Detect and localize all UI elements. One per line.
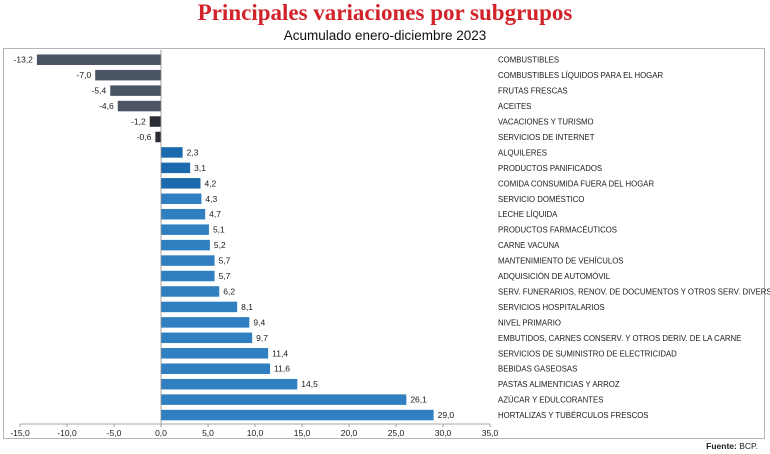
category-label: AZÚCAR Y EDULCORANTES [498,396,603,405]
bar [161,378,298,390]
category-label: MANTENIMIENTO DE VEHÍCULOS [498,257,624,266]
bar [161,348,269,359]
chart-subtitle: Acumulado enero-diciembre 2023 [283,28,487,43]
category-label: COMIDA CONSUMIDA FUERA DEL HOGAR [498,179,654,188]
data-label: 3,1 [194,163,206,173]
bar [161,255,215,266]
source-label: Fuente: [706,441,737,451]
category-label: ADQUISICIÓN DE AUTOMÓVIL [498,272,611,281]
category-label: SERVICIOS DE SUMINISTRO DE ELECTRICIDAD [498,349,677,358]
x-tick-label: 25,0 [388,428,405,438]
data-label: 26,1 [410,395,427,405]
data-label: 4,3 [205,194,217,204]
category-label: COMBUSTIBLES LÍQUIDOS PARA EL HOGAR [498,71,663,80]
category-label: SERV. FUNERARIOS, RENOV. DE DOCUMENTOS Y… [498,287,770,296]
bar [161,332,253,344]
bar [161,208,206,220]
bar [161,286,220,297]
data-label: -7,0 [77,70,92,80]
bar [149,116,161,127]
category-label: ACEITES [498,102,531,111]
bar [161,178,201,189]
chart-title: Principales variaciones por subgrupos [197,0,573,25]
category-label: FRUTAS FRESCAS [498,87,568,96]
category-label: VACACIONES Y TURISMO [498,118,594,127]
category-label: HORTALIZAS Y TUBÉRCULOS FRESCOS [498,411,649,420]
chart-frame [3,48,765,439]
x-tick-label: 5,0 [202,428,214,438]
data-label: 4,2 [204,178,216,188]
data-label: 6,2 [223,286,235,296]
data-label: 11,4 [272,348,288,358]
category-label: PRODUCTOS FARMACÉUTICOS [498,226,617,235]
x-tick-label: -15,0 [10,428,30,438]
data-label: 5,7 [219,271,231,281]
bar [161,270,215,282]
x-tick-label: -10,0 [57,428,77,438]
data-label: -1,2 [131,117,146,127]
bar [117,100,161,112]
data-label: 5,2 [214,240,226,250]
category-label: SERVICIO DOMÉSTICO [498,195,585,204]
bar [36,54,161,65]
bar [95,69,161,81]
category-label: NIVEL PRIMARIO [498,318,561,327]
bar [161,162,191,174]
category-label: CARNE VACUNA [498,241,560,250]
bar [161,193,202,205]
data-label: 29,0 [438,410,455,420]
source-value: BCP. [739,441,758,451]
data-label: 11,6 [274,364,290,374]
category-label: ALQUILERES [498,148,547,157]
bar [161,363,271,374]
data-label: -0,6 [137,132,152,142]
bar [155,131,161,143]
x-tick-label: 30,0 [435,428,452,438]
category-label: SERVICIOS DE INTERNET [498,133,595,142]
data-label: 5,1 [213,225,225,235]
category-label: LECHE LÍQUIDA [498,210,558,219]
bar [161,301,238,313]
x-tick-label: 0,0 [155,428,167,438]
data-label: -13,2 [14,55,34,65]
category-label: BEBIDAS GASEOSAS [498,365,577,374]
x-tick-label: 10,0 [247,428,264,438]
data-label: 9,7 [256,333,268,343]
category-label: EMBUTIDOS, CARNES CONSERV. Y OTROS DERIV… [498,334,741,343]
x-tick-label: 35,0 [482,428,499,438]
bar [161,394,407,405]
data-label: 9,4 [253,317,265,327]
bar [110,85,161,96]
data-label: 8,1 [241,302,253,312]
category-label: PRODUCTOS PANIFICADOS [498,164,602,173]
bar [161,147,183,158]
data-label: 4,7 [209,209,221,219]
x-tick-label: -5,0 [107,428,122,438]
x-tick-label: 15,0 [294,428,311,438]
data-label: 2,3 [187,147,199,157]
category-label: SERVICIOS HOSPITALARIOS [498,303,605,312]
source-note: Fuente: BCP. [706,440,758,452]
bar [161,409,434,421]
category-label: PASTAS ALIMENTICIAS Y ARROZ [498,380,620,389]
bar [161,224,209,235]
x-tick-label: 20,0 [341,428,358,438]
data-label: 14,5 [301,379,318,389]
data-label: -5,4 [92,86,107,96]
data-label: 5,7 [219,256,231,266]
bar [161,239,210,251]
category-label: COMBUSTIBLES [498,56,559,65]
bar [161,317,250,328]
data-label: -4,6 [99,101,114,111]
